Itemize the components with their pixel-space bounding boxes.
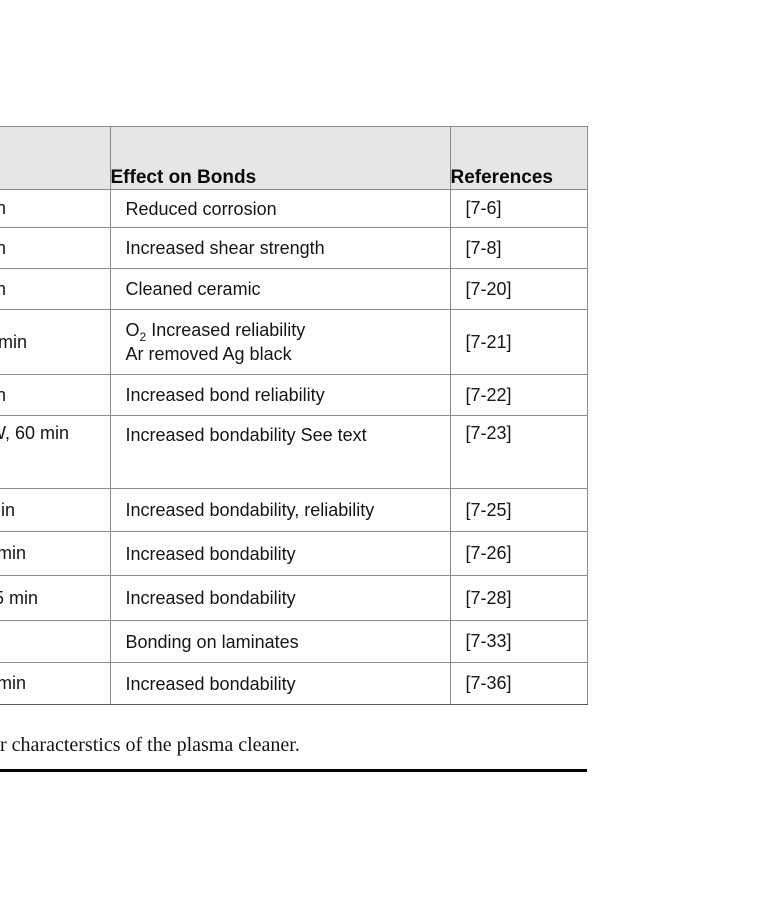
effect-line: Reduced corrosion	[125, 198, 277, 219]
reference-cell: [7-20]	[450, 268, 588, 310]
condition-cell-clipped: n	[0, 227, 111, 269]
condition-fragment: n	[0, 198, 6, 219]
bottom-rule-divider	[0, 769, 587, 772]
plasma-cleaning-effects-table: Effect on Bonds References n Reduced corr…	[0, 126, 588, 705]
table-caption-fragment: r characterstics of the plasma cleaner.	[0, 734, 300, 756]
condition-cell-clipped: min	[0, 309, 111, 375]
table-row: W, 60 min Increased bondability See text […	[0, 415, 588, 489]
condition-cell-clipped: min	[0, 531, 111, 576]
condition-cell-clipped: min	[0, 662, 111, 705]
condition-fragment: min	[0, 331, 28, 352]
table-header: Effect on Bonds References	[0, 126, 588, 190]
table-row: n Cleaned ceramic [7-20]	[0, 268, 588, 310]
effect-cell: Increased bond reliability	[110, 374, 451, 416]
table-row: min Increased bondability [7-36]	[0, 662, 588, 705]
condition-cell-clipped: min	[0, 488, 111, 532]
reference-cell: [7-21]	[450, 309, 588, 375]
condition-cell-clipped: n	[0, 268, 111, 310]
table-row: n Reduced corrosion [7-6]	[0, 189, 588, 228]
col-header-condition-clipped	[0, 126, 111, 190]
table-row: min O2 Increased reliability Ar removed Ag…	[0, 309, 588, 375]
condition-fragment: min	[0, 499, 16, 520]
reference-cell: [7-23]	[450, 415, 588, 489]
effect-line: Bonding on laminates	[125, 631, 299, 652]
effect-cell: Increased bondability See text	[110, 415, 451, 489]
condition-fragment: n	[0, 385, 6, 406]
condition-cell-clipped: n	[0, 189, 111, 228]
effect-cell: Increased shear strength	[110, 227, 451, 269]
effect-cell: Reduced corrosion	[110, 189, 451, 228]
table-header-row: Effect on Bonds References	[0, 126, 588, 190]
effect-cell: Bonding on laminates	[110, 620, 451, 663]
effect-cell: Increased bondability	[110, 575, 451, 621]
effect-line: Cleaned ceramic	[125, 279, 261, 299]
effect-line: Increased bondability	[125, 673, 296, 694]
reference-cell: [7-25]	[450, 488, 588, 532]
effect-cell: Increased bondability	[110, 531, 451, 576]
condition-fragment: min	[0, 673, 27, 693]
effect-line: Increased bondability See text	[125, 425, 367, 445]
table-body: n Reduced corrosion [7-6] n Increased shear …	[0, 189, 588, 705]
effect-line: Increased bondability, reliability	[125, 500, 375, 520]
reference-cell: [7-26]	[450, 531, 588, 576]
col-header-effect-on-bonds: Effect on Bonds	[110, 126, 451, 190]
condition-fragment: n	[0, 279, 6, 300]
effect-line: Increased bondability	[125, 588, 296, 608]
effect-cell: Increased bondability, reliability	[110, 488, 451, 532]
condition-cell-clipped: W, 60 min	[0, 415, 111, 489]
reference-cell: [7-6]	[450, 189, 588, 228]
table-row: 5 min Increased bondability [7-28]	[0, 575, 588, 621]
condition-fragment: min	[0, 543, 27, 563]
table-row: n Increased bond reliability [7-22]	[0, 374, 588, 416]
reference-cell: [7-8]	[450, 227, 588, 269]
condition-cell-clipped: n	[0, 374, 111, 416]
reference-cell: [7-36]	[450, 662, 588, 705]
effect-line: Increased bondability	[125, 543, 296, 564]
table-row: min Increased bondability, reliability [7-…	[0, 488, 588, 532]
effect-line: Ar removed Ag black	[125, 344, 292, 364]
reference-cell: [7-22]	[450, 374, 588, 416]
reference-cell: [7-33]	[450, 620, 588, 663]
subscript-2: 2	[139, 330, 147, 344]
effect-cell: Increased bondability	[110, 662, 451, 705]
condition-fragment: W, 60 min	[0, 423, 70, 443]
table-row: min Increased bondability [7-26]	[0, 531, 588, 576]
col-header-references: References	[450, 126, 588, 190]
effect-line: O2 Increased reliability	[125, 320, 306, 344]
table-row: n Increased shear strength [7-8]	[0, 227, 588, 269]
condition-cell-clipped	[0, 620, 111, 663]
effect-cell: O2 Increased reliability Ar removed Ag bl…	[110, 309, 451, 375]
reference-cell: [7-28]	[450, 575, 588, 621]
condition-fragment: n	[0, 238, 6, 259]
effect-line: Increased shear strength	[125, 238, 325, 258]
table-row: Bonding on laminates [7-33]	[0, 620, 588, 663]
condition-fragment: 5 min	[0, 587, 39, 608]
condition-cell-clipped: 5 min	[0, 575, 111, 621]
effect-cell: Cleaned ceramic	[110, 268, 451, 310]
effect-line: Increased bond reliability	[125, 385, 325, 405]
